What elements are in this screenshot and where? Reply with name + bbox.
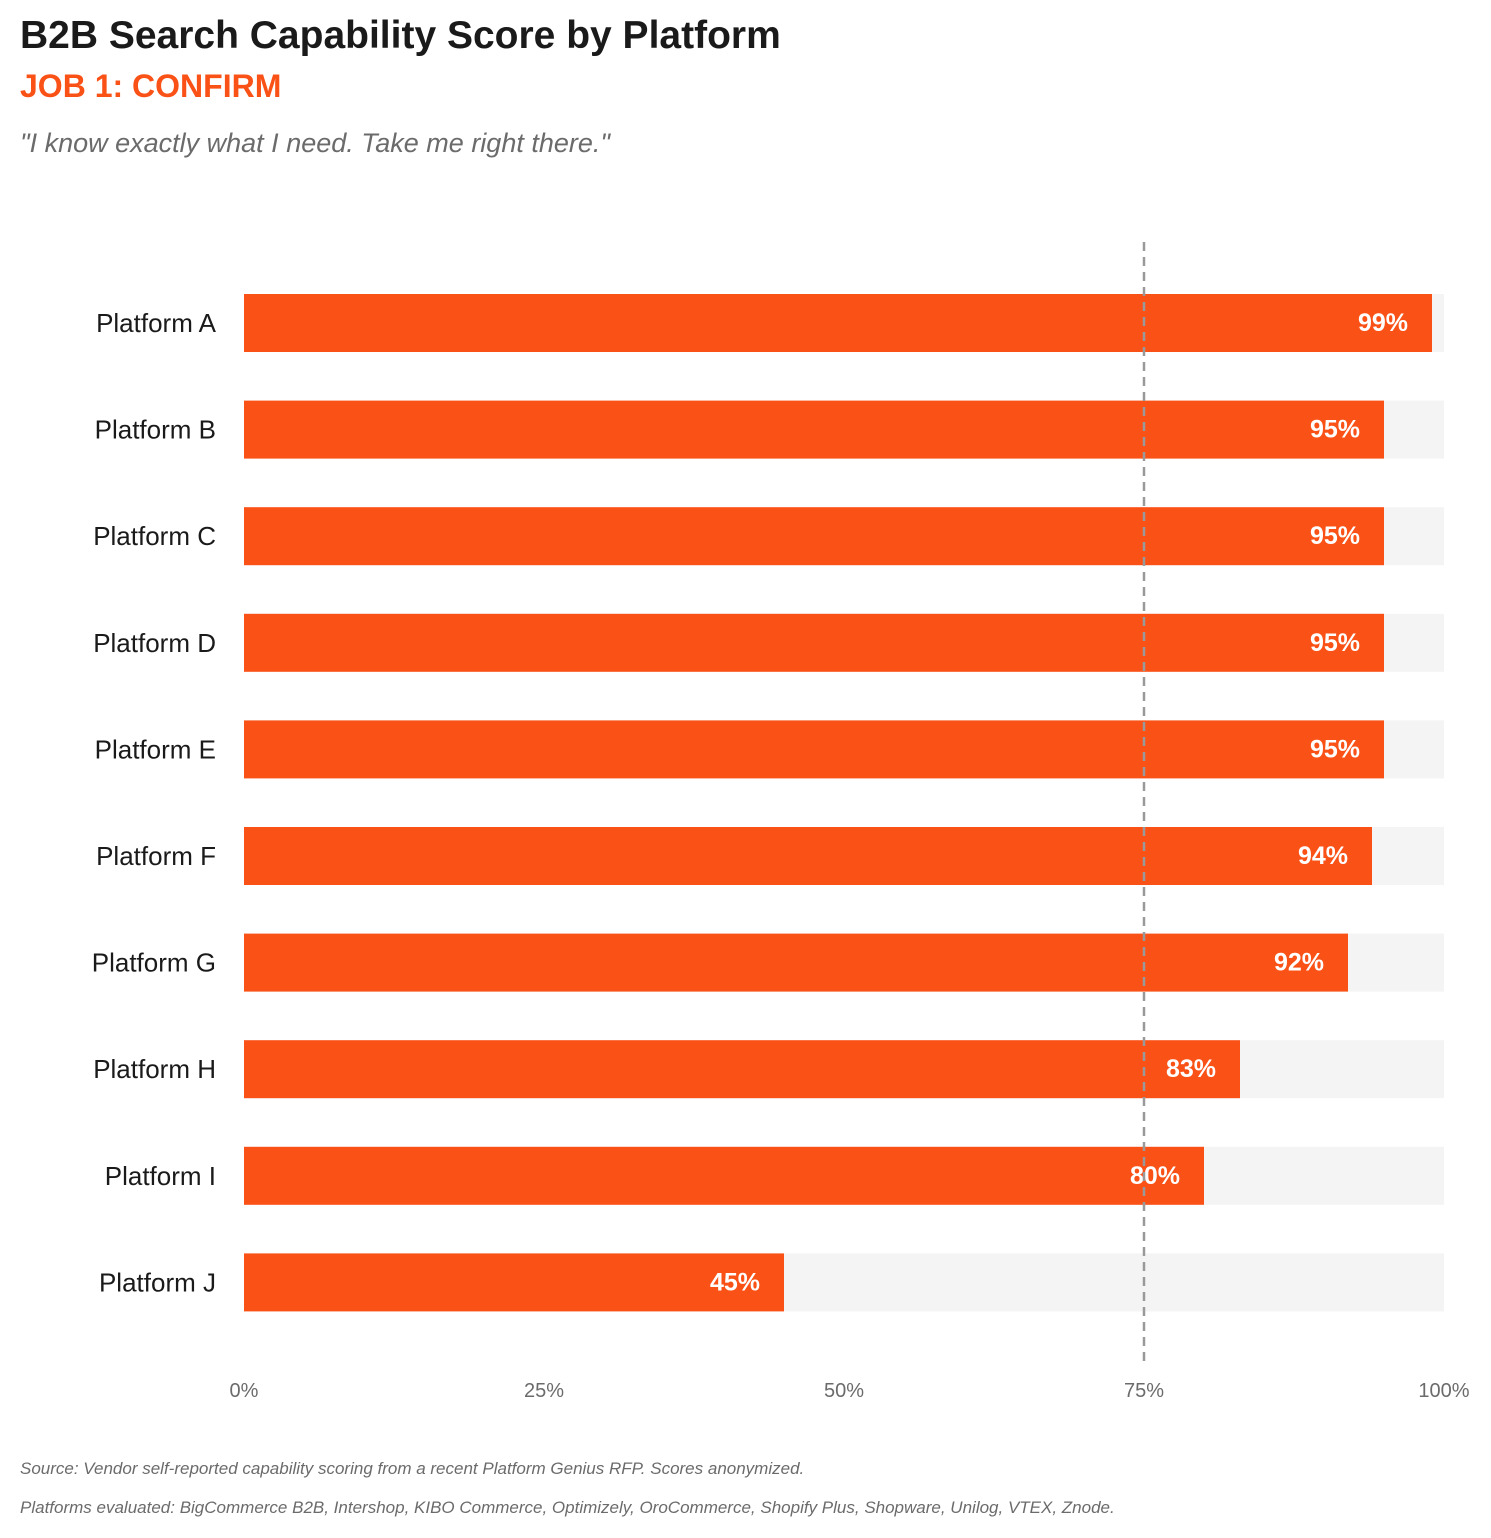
x-tick-label: 100% bbox=[1418, 1380, 1469, 1402]
bar bbox=[244, 613, 1384, 672]
category-label: Platform J bbox=[99, 1267, 216, 1297]
category-label: Platform B bbox=[95, 415, 216, 445]
category-label: Platform F bbox=[96, 841, 216, 871]
category-label: Platform C bbox=[93, 521, 216, 551]
platforms-note: Platforms evaluated: BigCommerce B2B, In… bbox=[20, 1498, 1115, 1517]
value-label: 83% bbox=[1166, 1055, 1216, 1083]
category-label: Platform I bbox=[105, 1161, 216, 1191]
value-label: 95% bbox=[1310, 416, 1360, 444]
x-tick-label: 50% bbox=[824, 1380, 864, 1402]
category-label: Platform D bbox=[93, 628, 216, 658]
bar-chart: Platform A 99% Platform B 95% Platform C 95% P… bbox=[92, 242, 1470, 1402]
bar bbox=[244, 933, 1348, 992]
bar bbox=[244, 400, 1384, 459]
category-label: Platform A bbox=[96, 308, 217, 338]
value-label: 95% bbox=[1310, 735, 1360, 763]
category-label: Platform G bbox=[92, 948, 216, 978]
value-label: 45% bbox=[710, 1268, 760, 1296]
source-note: Source: Vendor self-reported capability … bbox=[20, 1459, 805, 1478]
value-label: 95% bbox=[1310, 522, 1360, 550]
bar bbox=[244, 1040, 1240, 1099]
value-label: 94% bbox=[1298, 842, 1348, 870]
x-tick-label: 75% bbox=[1124, 1380, 1164, 1402]
x-tick-label: 25% bbox=[524, 1380, 564, 1402]
value-label: 92% bbox=[1274, 949, 1324, 977]
category-label: Platform E bbox=[95, 734, 216, 764]
bar bbox=[244, 720, 1384, 779]
chart-title: B2B Search Capability Score by Platform bbox=[20, 14, 781, 57]
value-label: 95% bbox=[1310, 629, 1360, 657]
bar bbox=[244, 1253, 784, 1312]
value-label: 99% bbox=[1358, 309, 1408, 337]
bar bbox=[244, 1146, 1204, 1205]
bar bbox=[244, 827, 1372, 885]
bar bbox=[244, 507, 1384, 566]
value-label: 80% bbox=[1130, 1162, 1180, 1190]
category-label: Platform H bbox=[93, 1054, 216, 1084]
job-quote: "I know exactly what I need. Take me rig… bbox=[20, 128, 610, 158]
chart-subtitle: JOB 1: CONFIRM bbox=[20, 68, 282, 104]
bar bbox=[244, 294, 1432, 352]
x-tick-label: 0% bbox=[230, 1380, 259, 1402]
